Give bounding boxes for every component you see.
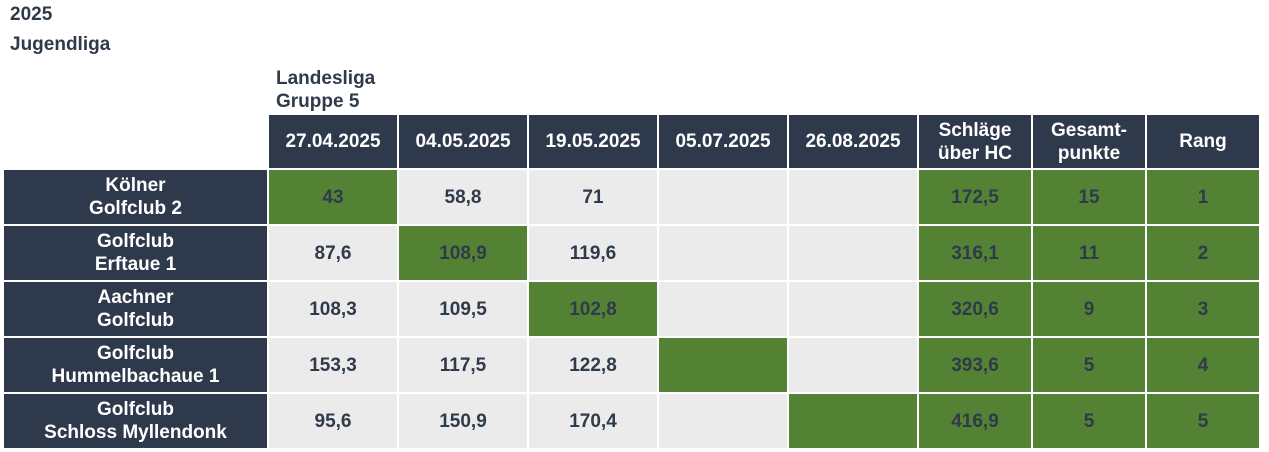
points-cell: 5	[1032, 337, 1146, 393]
club-name: Kölner Golfclub 2	[3, 169, 268, 225]
score-cell	[658, 225, 788, 281]
score-cell	[658, 337, 788, 393]
date-header-4: 05.07.2025	[658, 114, 788, 169]
score-cell	[788, 337, 918, 393]
club-name: Golfclub Hummelbachaue 1	[3, 337, 268, 393]
score-cell: 108,9	[398, 225, 528, 281]
league-heading: Jugendliga	[10, 34, 111, 55]
score-cell: 109,5	[398, 281, 528, 337]
date-header-5: 26.08.2025	[788, 114, 918, 169]
points-cell: 11	[1032, 225, 1146, 281]
score-cell: 150,9	[398, 393, 528, 449]
table-row: Aachner Golfclub 108,3 109,5 102,8 320,6 …	[3, 281, 1260, 337]
score-cell	[658, 393, 788, 449]
score-cell	[788, 393, 918, 449]
group-label: Gruppe 5	[276, 91, 360, 112]
score-cell	[788, 281, 918, 337]
score-cell: 58,8	[398, 169, 528, 225]
rank-header: Rang	[1146, 114, 1260, 169]
table-row: Kölner Golfclub 2 43 58,8 71 172,5 15 1	[3, 169, 1260, 225]
strokes-cell: 172,5	[918, 169, 1032, 225]
score-cell	[658, 281, 788, 337]
points-cell: 5	[1032, 393, 1146, 449]
strokes-header: Schläge über HC	[918, 114, 1032, 169]
table-row: Golfclub Hummelbachaue 1 153,3 117,5 122,…	[3, 337, 1260, 393]
rank-cell: 2	[1146, 225, 1260, 281]
rank-cell: 1	[1146, 169, 1260, 225]
score-cell	[658, 169, 788, 225]
date-header-1: 27.04.2025	[268, 114, 398, 169]
year-heading: 2025	[10, 4, 53, 25]
rank-cell: 3	[1146, 281, 1260, 337]
points-header: Gesamt-punkte	[1032, 114, 1146, 169]
score-cell: 170,4	[528, 393, 658, 449]
rank-cell: 5	[1146, 393, 1260, 449]
table-row: Golfclub Erftaue 1 87,6 108,9 119,6 316,1…	[3, 225, 1260, 281]
score-cell: 95,6	[268, 393, 398, 449]
header-row: 27.04.2025 04.05.2025 19.05.2025 05.07.2…	[3, 114, 1260, 169]
score-cell: 102,8	[528, 281, 658, 337]
date-header-2: 04.05.2025	[398, 114, 528, 169]
strokes-cell: 316,1	[918, 225, 1032, 281]
rank-cell: 4	[1146, 337, 1260, 393]
score-cell: 43	[268, 169, 398, 225]
club-name: Aachner Golfclub	[3, 281, 268, 337]
score-cell	[788, 169, 918, 225]
score-cell: 122,8	[528, 337, 658, 393]
points-cell: 9	[1032, 281, 1146, 337]
score-cell: 71	[528, 169, 658, 225]
score-cell	[788, 225, 918, 281]
corner-cell	[3, 114, 268, 169]
division-label: Landesliga	[276, 68, 376, 89]
points-cell: 15	[1032, 169, 1146, 225]
score-cell: 153,3	[268, 337, 398, 393]
strokes-cell: 393,6	[918, 337, 1032, 393]
club-name: Golfclub Schloss Myllendonk	[3, 393, 268, 449]
date-header-3: 19.05.2025	[528, 114, 658, 169]
score-cell: 119,6	[528, 225, 658, 281]
table-row: Golfclub Schloss Myllendonk 95,6 150,9 17…	[3, 393, 1260, 449]
strokes-cell: 320,6	[918, 281, 1032, 337]
standings-table: 27.04.2025 04.05.2025 19.05.2025 05.07.2…	[3, 114, 1260, 449]
strokes-cell: 416,9	[918, 393, 1032, 449]
score-cell: 108,3	[268, 281, 398, 337]
score-cell: 117,5	[398, 337, 528, 393]
club-name: Golfclub Erftaue 1	[3, 225, 268, 281]
score-cell: 87,6	[268, 225, 398, 281]
